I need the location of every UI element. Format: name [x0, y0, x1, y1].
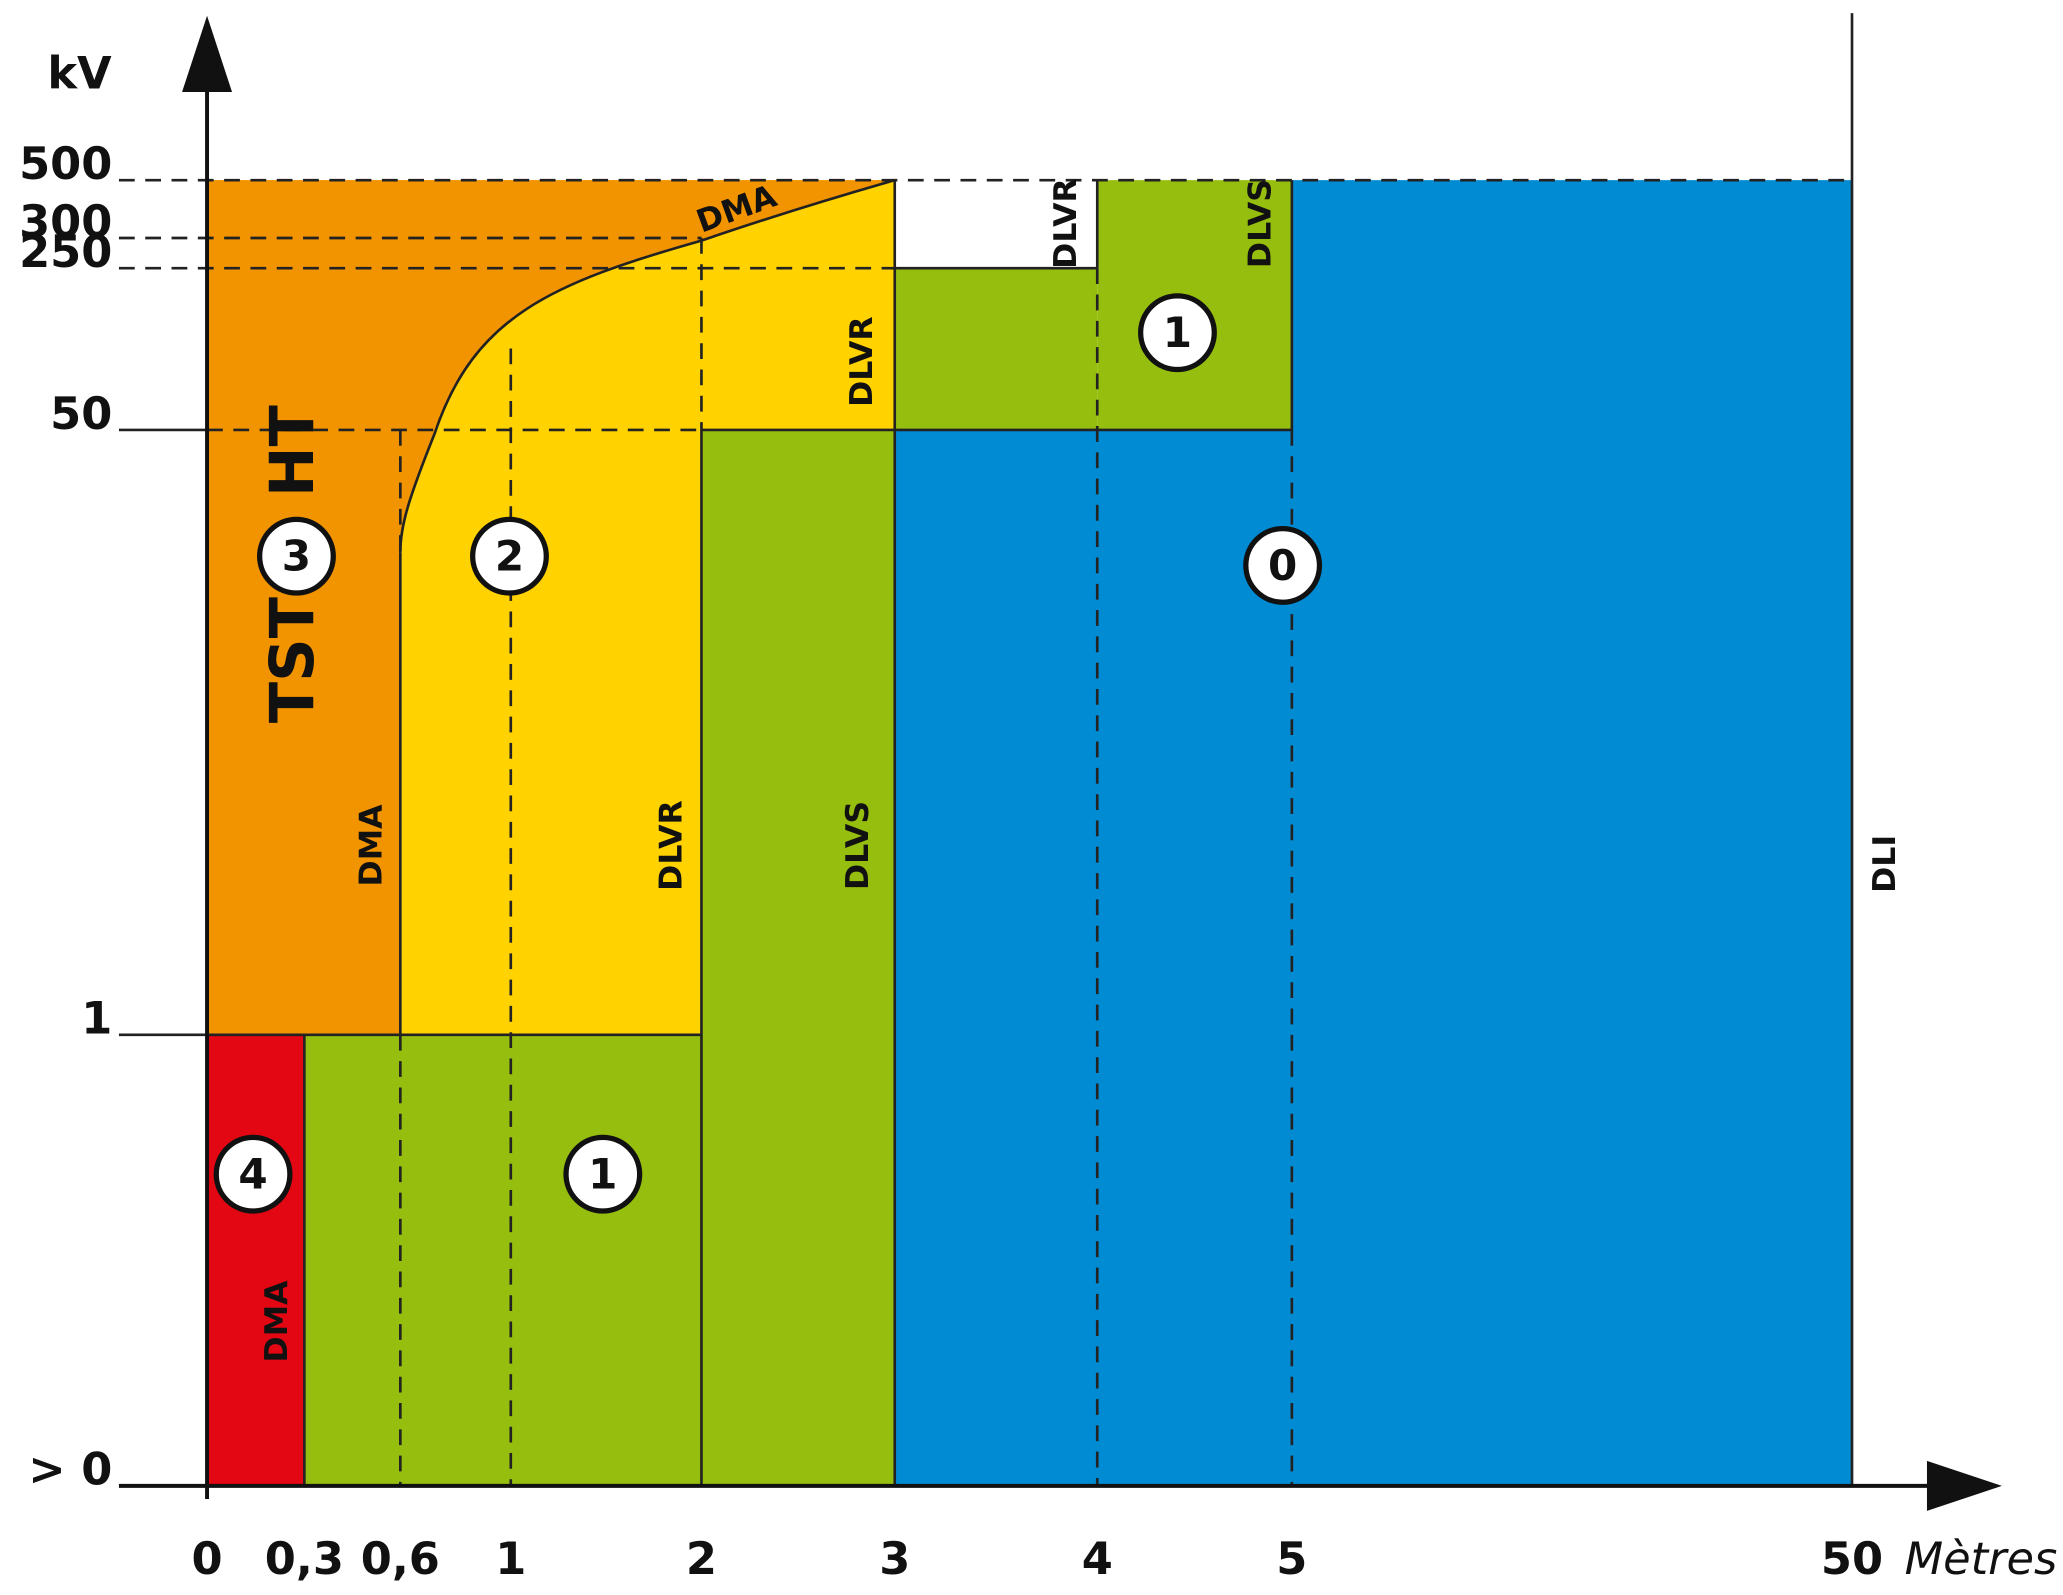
- zone-marker: 0: [1243, 525, 1323, 605]
- zone-blue: [1291, 180, 1853, 430]
- x-tick-label: 2: [686, 1533, 717, 1585]
- x-arrow: [1926, 1460, 2002, 1511]
- zone-marker: 1: [1138, 293, 1217, 373]
- y-unit: kV: [47, 47, 112, 99]
- zone-label: DLVR: [1048, 178, 1084, 269]
- zone-label: DLVS: [840, 801, 876, 890]
- zone-label: DLVR: [654, 800, 690, 891]
- y-tick-label: 300: [19, 196, 112, 248]
- y-tick-label: 50: [50, 388, 112, 440]
- boundaries: [118, 13, 1854, 1486]
- zone-number: 1: [588, 1150, 617, 1199]
- zone-green: [701, 429, 895, 1486]
- y-tick-label: > 0: [28, 1444, 112, 1496]
- zone-number: 3: [282, 532, 311, 581]
- zone-circle: [1138, 293, 1217, 373]
- zone-circle: [1243, 525, 1323, 605]
- zone-marker: 1: [563, 1134, 643, 1214]
- zone-label: DLVS: [1243, 179, 1279, 268]
- zone-number: 0: [1268, 541, 1297, 590]
- zone-red: [207, 1034, 305, 1486]
- zone-blue: [894, 429, 1853, 1486]
- x-tick-label: 50: [1821, 1533, 1883, 1585]
- x-tick-label: 1: [495, 1533, 526, 1585]
- dma-curve: [399, 178, 896, 553]
- zone-green: [894, 268, 1098, 430]
- work-type: HT: [258, 405, 328, 497]
- zone-label: DLI: [1867, 835, 1903, 893]
- x-unit: Mètres: [1905, 1533, 2058, 1585]
- zone-circle: [563, 1134, 643, 1214]
- y-tick-label: 1: [81, 993, 112, 1045]
- y-arrow: [182, 15, 233, 93]
- y-tick-label: 250: [19, 226, 112, 278]
- zone-green: [304, 1034, 702, 1486]
- x-tick-label: 5: [1276, 1533, 1307, 1585]
- zone-number: 2: [495, 532, 524, 581]
- zone-label: DLVR: [844, 316, 880, 407]
- zone-number: 4: [238, 1150, 267, 1199]
- x-tick-label: 0,3: [265, 1533, 344, 1585]
- zone-label: DMA: [259, 1280, 295, 1363]
- x-tick-label: 4: [1082, 1533, 1113, 1585]
- zone-circle: [257, 516, 336, 596]
- x-tick-label: 0: [191, 1533, 222, 1585]
- y-tick-label: 500: [19, 138, 112, 190]
- zone-number: 1: [1163, 308, 1192, 357]
- zone-marker: 3: [257, 516, 336, 596]
- zone-label: DMA: [354, 804, 390, 887]
- zone-orange: [207, 180, 895, 1035]
- zone-circle: [213, 1134, 293, 1214]
- work-type: TST: [258, 597, 328, 723]
- x-tick-label: 3: [879, 1533, 910, 1585]
- zone-circle: [470, 516, 549, 596]
- zone-marker: 4: [213, 1134, 293, 1214]
- x-tick-label: 0,6: [361, 1533, 440, 1585]
- zone-marker: 2: [470, 516, 549, 596]
